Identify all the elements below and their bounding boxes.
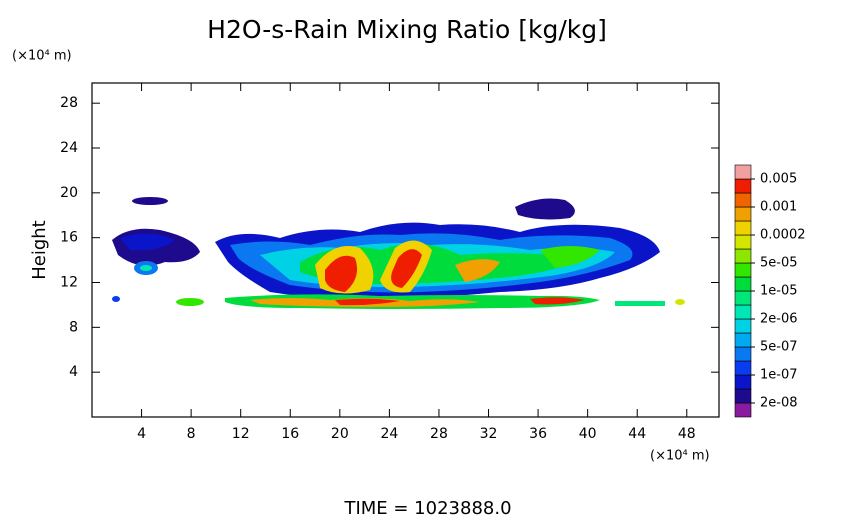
colorbar-box xyxy=(734,220,752,236)
colorbar-box xyxy=(734,346,752,362)
contour-region xyxy=(120,233,175,251)
colorbar-box xyxy=(734,290,752,306)
x-unit-label: (×10⁴ m) xyxy=(650,449,710,464)
x-tick-label: 4 xyxy=(137,426,146,442)
plot-frame xyxy=(91,82,720,418)
contour-region xyxy=(140,265,152,271)
contour-region xyxy=(391,249,422,288)
contour-region xyxy=(325,255,358,292)
colorbar-label: 2e-08 xyxy=(760,396,798,411)
y-tick-label: 12 xyxy=(60,275,78,291)
colorbar-box xyxy=(734,276,752,292)
colorbar-box xyxy=(734,164,752,180)
x-tick-label: 32 xyxy=(480,426,498,442)
x-tick-label: 20 xyxy=(331,426,349,442)
colorbar-box xyxy=(734,332,752,348)
colorbar-box xyxy=(734,262,752,278)
x-tick-label: 48 xyxy=(678,426,696,442)
contour-region xyxy=(615,301,665,306)
x-tick-label: 40 xyxy=(579,426,597,442)
contour-region xyxy=(675,299,685,305)
contour-region xyxy=(540,246,600,268)
colorbar-box xyxy=(734,178,752,194)
x-tick-label: 44 xyxy=(628,426,646,442)
x-tick-label: 16 xyxy=(281,426,299,442)
contour-region xyxy=(515,198,575,220)
y-unit-label: (×10⁴ m) xyxy=(12,49,72,64)
y-tick-label: 16 xyxy=(60,230,78,246)
x-tick-label: 24 xyxy=(380,426,398,442)
colorbar-label: 0.0002 xyxy=(760,228,806,243)
chart-title: H2O-s-Rain Mixing Ratio [kg/kg] xyxy=(207,15,607,44)
y-tick-label: 24 xyxy=(60,140,78,156)
colorbar-box xyxy=(734,402,752,418)
x-tick-label: 12 xyxy=(232,426,250,442)
colorbar-box xyxy=(734,318,752,334)
y-tick-label: 4 xyxy=(69,364,78,380)
x-tick-label: 28 xyxy=(430,426,448,442)
y-tick-label: 8 xyxy=(69,319,78,335)
colorbar-label: 5e-07 xyxy=(760,340,798,355)
colorbar-box xyxy=(734,234,752,250)
footer: TIME = 1023888.0 xyxy=(343,498,511,519)
contour-region xyxy=(112,296,120,302)
colorbar-label: 1e-05 xyxy=(760,284,798,299)
colorbar-label: 0.005 xyxy=(760,172,797,187)
contour-region xyxy=(176,298,204,306)
x-tick-label: 36 xyxy=(529,426,547,442)
colorbar-box xyxy=(734,192,752,208)
contour-region xyxy=(530,297,585,305)
colorbar-box xyxy=(734,388,752,404)
colorbar-box xyxy=(734,374,752,390)
colorbar-box xyxy=(734,248,752,264)
colorbar-box xyxy=(734,206,752,222)
contour-field xyxy=(112,197,685,309)
y-axis-label: Height xyxy=(29,220,50,280)
colorbar-label: 5e-05 xyxy=(760,256,798,271)
contour-region xyxy=(132,197,168,205)
colorbar-label: 2e-06 xyxy=(760,312,798,327)
colorbar-box xyxy=(734,304,752,320)
x-tick-label: 8 xyxy=(187,426,196,442)
y-tick-label: 20 xyxy=(60,185,78,201)
colorbar-label: 1e-07 xyxy=(760,368,798,383)
contour-region xyxy=(455,259,500,282)
y-tick-label: 28 xyxy=(60,95,78,111)
colorbar-label: 0.001 xyxy=(760,200,797,215)
contour-region xyxy=(335,298,400,306)
colorbar-box xyxy=(734,360,752,376)
